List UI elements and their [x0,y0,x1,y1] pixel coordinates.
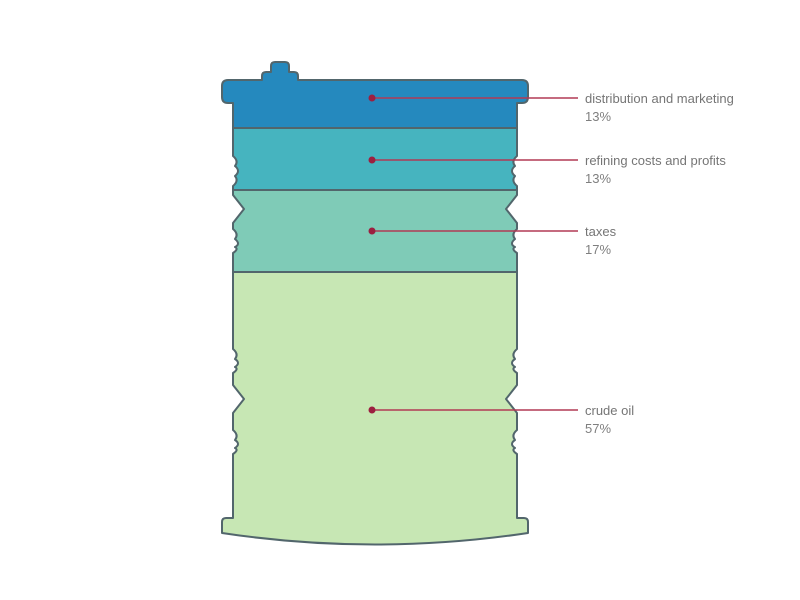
label-refining-name: refining costs and profits [585,153,726,168]
label-crude-value: 57% [585,421,612,436]
callout-dot-distribution [368,94,376,102]
callout-dot-refining [368,156,376,164]
callout-lines [372,97,578,411]
label-taxes-name: taxes [585,224,617,239]
label-crude-name: crude oil [585,403,635,418]
callout-dot-crude [368,406,376,414]
label-distribution-name: distribution and marketing [585,91,734,106]
label-refining-value: 13% [585,171,612,186]
barrel-segments [222,62,528,545]
label-crude-oil: crude oil 57% [585,402,634,438]
callout-dots [368,94,376,414]
segment-distribution-and-marketing [222,62,528,128]
label-distribution-value: 13% [585,109,612,124]
callout-dot-taxes [368,227,376,235]
segment-crude-oil [222,272,528,545]
label-taxes-value: 17% [585,242,612,257]
barrel-outline [221,61,529,546]
label-distribution-and-marketing: distribution and marketing 13% [585,90,734,126]
label-taxes: taxes 17% [585,223,616,259]
label-refining-costs-and-profits: refining costs and profits 13% [585,152,726,188]
